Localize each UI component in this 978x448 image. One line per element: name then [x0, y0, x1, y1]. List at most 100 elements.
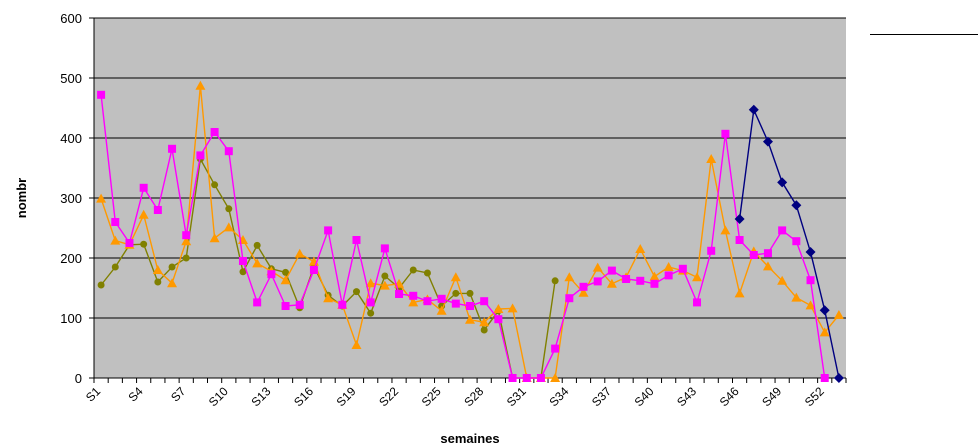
series-3-point-S6 [168, 144, 177, 153]
series-3-point-S4 [139, 183, 148, 192]
series-3-point-S46 [735, 236, 744, 244]
y-tick-label-300: 300 [60, 191, 82, 206]
y-tick-label-400: 400 [60, 131, 82, 146]
series-2-point-S5 [152, 265, 163, 274]
series-4-point-S50 [791, 200, 802, 211]
x-tick-label-S49: S49 [759, 384, 784, 409]
series-1-point-S27 [466, 289, 474, 297]
series-2 [96, 80, 844, 382]
series-4-point-S46 [734, 214, 745, 224]
series-1-point-S23 [409, 266, 417, 274]
series-3-point-S47 [749, 251, 758, 259]
series-1-point-S33 [551, 277, 559, 285]
series-3-point-S29 [494, 315, 503, 324]
series-3-point-S34 [565, 294, 574, 303]
series-2-point-S50 [791, 292, 802, 302]
series-3-point-S48 [763, 249, 772, 258]
y-tick-labels: 0 100 200 300 400 500 600 [60, 11, 94, 386]
series-2-point-S20 [365, 278, 376, 288]
series-3-point-S31 [522, 374, 531, 382]
series-2-point-S36 [592, 262, 603, 272]
series-2-point-S48 [762, 261, 773, 271]
series-2-point-S19 [351, 340, 362, 349]
series-2-point-S12 [252, 258, 263, 268]
series-1-point-S7 [182, 254, 190, 262]
series-3-point-S12 [253, 298, 262, 307]
x-tick-label-S10: S10 [206, 384, 231, 409]
x-tick-label-S19: S19 [334, 384, 359, 409]
series-4-point-S47 [748, 104, 759, 115]
series-4-point-S53 [833, 373, 844, 383]
y-tick-label-600: 600 [60, 11, 82, 26]
series-3-point-S18 [338, 300, 347, 309]
series-1-point-S1 [97, 281, 105, 289]
series-3-point-S49 [778, 226, 787, 235]
series-3-point-S2 [111, 218, 120, 226]
series-3-point-S33 [551, 344, 560, 353]
series-3-point-S8 [196, 151, 205, 160]
series-2-point-S35 [578, 287, 589, 297]
series-1-point-S24 [423, 269, 431, 277]
series-3-point-S14 [281, 302, 290, 310]
series-2-point-S2 [110, 235, 121, 245]
series-3-point-S35 [579, 282, 588, 291]
series-3-point-S5 [153, 206, 162, 214]
series-3-point-S28 [480, 297, 489, 306]
series-4-point-S51 [805, 247, 816, 257]
series-1-point-S12 [253, 241, 261, 249]
series-3-point-S41 [664, 271, 673, 280]
series-3-point-S22 [395, 290, 404, 298]
series-3-point-S1 [97, 90, 106, 99]
series-3-point-S52 [820, 374, 829, 382]
series-1-point-S19 [352, 288, 360, 296]
series-1-point-S10 [225, 205, 233, 213]
series-3-point-S44 [707, 246, 716, 255]
x-tick-label-S37: S37 [589, 384, 614, 409]
series-3-point-S27 [466, 302, 474, 310]
series-4-point-S48 [762, 136, 773, 147]
x-tick-label-S16: S16 [291, 384, 316, 409]
y-tick-label-0: 0 [75, 371, 82, 386]
series-3-point-S43 [693, 298, 702, 307]
series-1-point-S21 [381, 272, 389, 280]
y-tick-label-100: 100 [60, 311, 82, 326]
series-3 [97, 90, 829, 382]
series-2-point-S25 [436, 305, 447, 315]
series-1-point-S20 [367, 309, 375, 317]
x-tick-label-S28: S28 [461, 384, 486, 409]
y-tick-label-200: 200 [60, 251, 82, 266]
series-2-point-S1 [96, 193, 107, 203]
series-3-point-S25 [437, 294, 446, 303]
series-3-point-S51 [806, 276, 815, 285]
series-3-point-S13 [267, 270, 276, 279]
x-tick-label-S13: S13 [248, 384, 273, 409]
series-1-point-S5 [154, 278, 162, 286]
series-2-point-S15 [294, 248, 305, 258]
series-3-point-S10 [224, 147, 233, 156]
series-2-point-S45 [720, 225, 731, 235]
series-3-point-S45 [721, 129, 730, 138]
x-tick-label-S1: S1 [83, 384, 104, 405]
series-3-point-S16 [309, 266, 318, 274]
series-2-point-S51 [805, 300, 816, 310]
series-2-point-S43 [692, 272, 703, 282]
series-3-point-S23 [409, 291, 418, 300]
series-2-point-S52 [819, 327, 830, 337]
series-4-point-S49 [777, 177, 788, 188]
series-2-point-S34 [564, 272, 575, 282]
series-1-point-S14 [282, 268, 290, 276]
series-1-point-S28 [480, 326, 488, 334]
series-2-point-S41 [663, 262, 674, 271]
series-2-point-S26 [450, 272, 461, 282]
series-2-point-S8 [195, 80, 206, 90]
x-axis-title: semaines [440, 431, 499, 446]
series-2-point-S53 [833, 310, 844, 319]
series-3-point-S36 [593, 277, 602, 286]
series-3-point-S39 [636, 276, 645, 285]
series-3-point-S21 [380, 244, 389, 253]
legend-border-line [870, 34, 978, 35]
series-2-point-S14 [280, 275, 291, 285]
series-2-point-S4 [138, 209, 149, 219]
series-2-point-S30 [507, 303, 518, 313]
series-layer [96, 80, 844, 383]
